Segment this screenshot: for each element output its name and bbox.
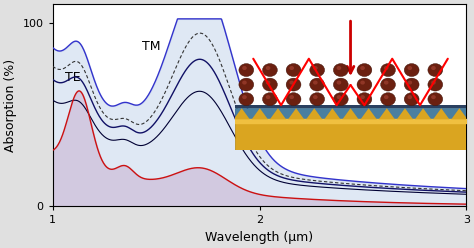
X-axis label: Wavelength (μm): Wavelength (μm): [206, 231, 314, 244]
Text: TE: TE: [65, 71, 81, 84]
Y-axis label: Absorption (%): Absorption (%): [4, 59, 17, 152]
Text: TM: TM: [142, 40, 160, 53]
